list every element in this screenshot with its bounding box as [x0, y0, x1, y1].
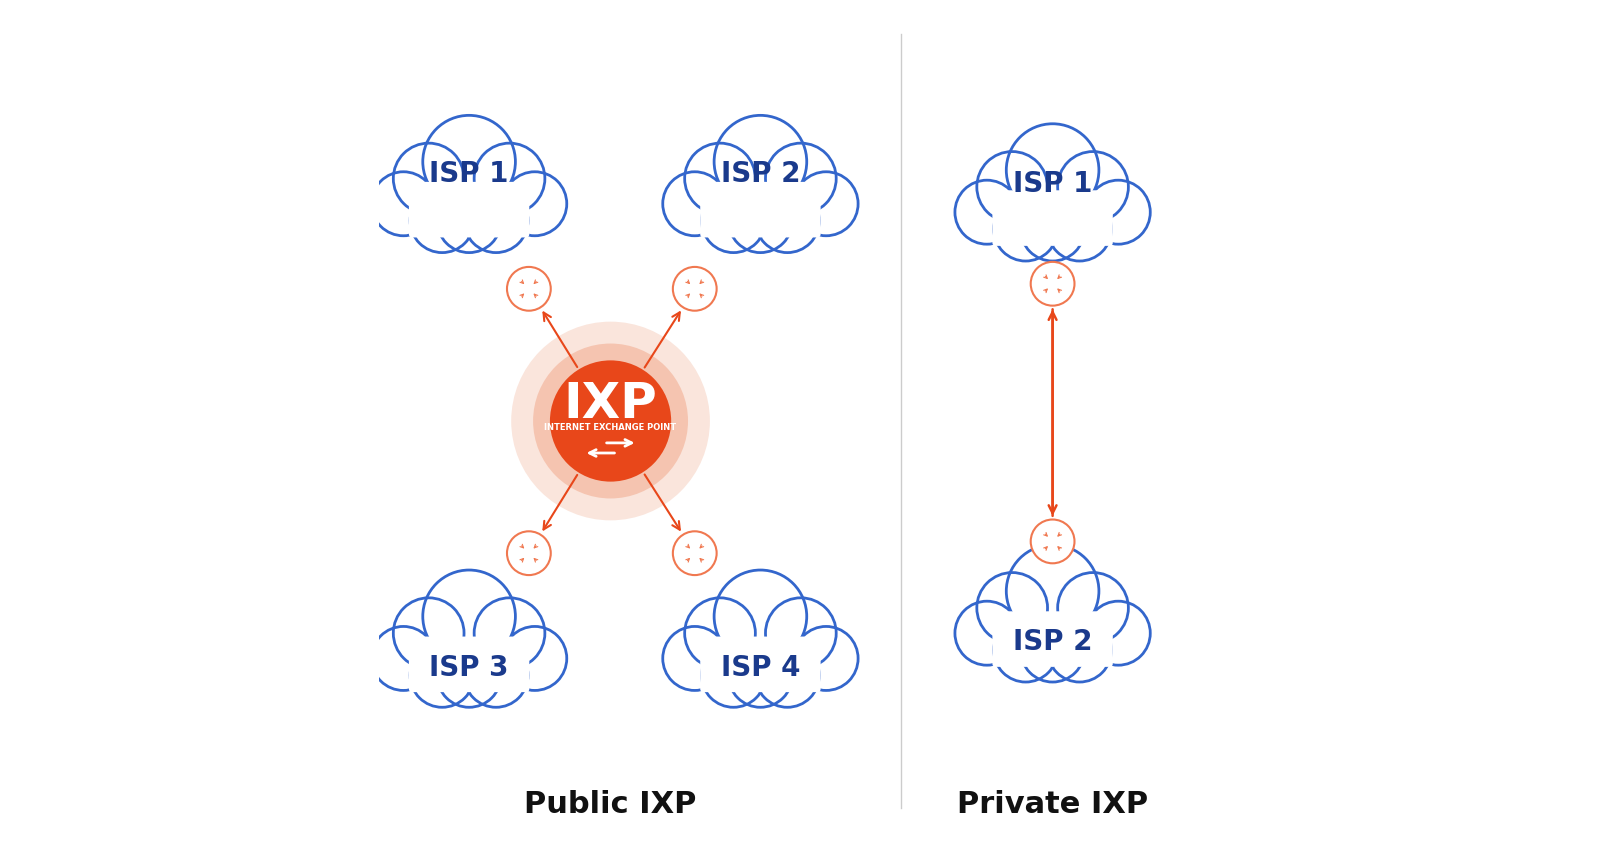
Circle shape: [685, 598, 755, 669]
FancyBboxPatch shape: [410, 182, 530, 237]
Circle shape: [701, 643, 765, 707]
Text: ISP 1: ISP 1: [429, 160, 509, 189]
Circle shape: [978, 152, 1048, 222]
FancyBboxPatch shape: [701, 637, 821, 692]
FancyBboxPatch shape: [701, 182, 821, 237]
FancyBboxPatch shape: [992, 611, 1114, 667]
Circle shape: [507, 531, 550, 575]
Circle shape: [714, 570, 806, 663]
Circle shape: [1030, 262, 1075, 306]
Circle shape: [1006, 545, 1099, 637]
Circle shape: [955, 601, 1019, 665]
Circle shape: [1021, 618, 1085, 682]
Circle shape: [510, 322, 710, 520]
Text: ISP 4: ISP 4: [720, 653, 800, 682]
Circle shape: [765, 598, 837, 669]
Circle shape: [474, 143, 546, 214]
Circle shape: [701, 189, 765, 253]
Circle shape: [464, 643, 528, 707]
Circle shape: [394, 598, 464, 669]
Circle shape: [755, 189, 819, 253]
Circle shape: [1048, 197, 1112, 261]
Circle shape: [550, 360, 670, 482]
Circle shape: [1048, 618, 1112, 682]
Circle shape: [662, 172, 726, 236]
Circle shape: [422, 115, 515, 208]
FancyBboxPatch shape: [992, 190, 1114, 246]
Circle shape: [755, 643, 819, 707]
Circle shape: [410, 189, 474, 253]
Circle shape: [474, 598, 546, 669]
Circle shape: [1006, 124, 1099, 216]
Text: INTERNET EXCHANGE POINT: INTERNET EXCHANGE POINT: [544, 424, 677, 432]
Text: ISP 2: ISP 2: [720, 160, 800, 189]
Circle shape: [794, 626, 858, 690]
Text: ISP 1: ISP 1: [1013, 169, 1093, 198]
FancyBboxPatch shape: [410, 637, 530, 692]
Circle shape: [978, 573, 1048, 643]
Circle shape: [765, 143, 837, 214]
Circle shape: [685, 143, 755, 214]
Circle shape: [1058, 573, 1128, 643]
Circle shape: [794, 172, 858, 236]
Circle shape: [507, 267, 550, 311]
Circle shape: [371, 172, 435, 236]
Circle shape: [994, 618, 1058, 682]
Circle shape: [1086, 180, 1150, 244]
Circle shape: [533, 344, 688, 498]
Circle shape: [394, 143, 464, 214]
Text: IXP: IXP: [563, 380, 658, 429]
Circle shape: [994, 197, 1058, 261]
FancyBboxPatch shape: [992, 611, 1114, 667]
Circle shape: [410, 643, 474, 707]
Circle shape: [728, 643, 792, 707]
Text: Public IXP: Public IXP: [525, 790, 696, 818]
Circle shape: [674, 531, 717, 575]
Text: Private IXP: Private IXP: [957, 790, 1149, 818]
FancyBboxPatch shape: [410, 182, 530, 237]
Circle shape: [1058, 152, 1128, 222]
Circle shape: [502, 172, 566, 236]
Circle shape: [662, 626, 726, 690]
FancyBboxPatch shape: [992, 190, 1114, 246]
Circle shape: [1086, 601, 1150, 665]
Circle shape: [714, 115, 806, 208]
FancyBboxPatch shape: [701, 182, 821, 237]
Circle shape: [437, 189, 501, 253]
FancyBboxPatch shape: [701, 637, 821, 692]
Circle shape: [674, 267, 717, 311]
Text: ISP 3: ISP 3: [429, 653, 509, 682]
Circle shape: [728, 189, 792, 253]
Text: ISP 2: ISP 2: [1013, 627, 1093, 656]
Circle shape: [371, 626, 435, 690]
FancyBboxPatch shape: [410, 637, 530, 692]
Circle shape: [502, 626, 566, 690]
Circle shape: [464, 189, 528, 253]
Circle shape: [955, 180, 1019, 244]
Circle shape: [1021, 197, 1085, 261]
Circle shape: [1030, 520, 1075, 563]
Circle shape: [422, 570, 515, 663]
Circle shape: [437, 643, 501, 707]
